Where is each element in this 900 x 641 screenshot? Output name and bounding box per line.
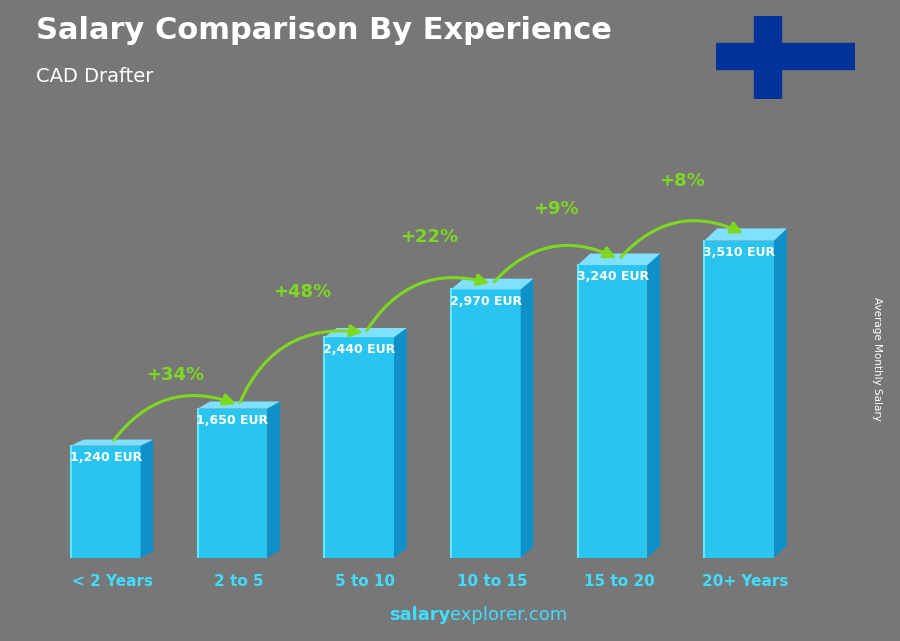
Polygon shape: [647, 254, 660, 558]
Text: +22%: +22%: [400, 228, 458, 246]
Text: +8%: +8%: [660, 172, 705, 190]
Text: 3,510 EUR: 3,510 EUR: [703, 246, 776, 259]
Text: salary: salary: [389, 606, 450, 624]
Text: +34%: +34%: [147, 365, 204, 383]
Polygon shape: [705, 240, 774, 558]
Polygon shape: [71, 445, 140, 558]
Text: Salary Comparison By Experience: Salary Comparison By Experience: [36, 16, 612, 45]
Polygon shape: [267, 401, 280, 558]
Bar: [754, 16, 781, 99]
Polygon shape: [324, 337, 394, 558]
Text: 5 to 10: 5 to 10: [336, 574, 395, 589]
Polygon shape: [71, 440, 153, 445]
Polygon shape: [198, 409, 267, 558]
Polygon shape: [705, 228, 787, 240]
Text: 3,240 EUR: 3,240 EUR: [577, 271, 649, 283]
Polygon shape: [394, 328, 407, 558]
Text: 10 to 15: 10 to 15: [457, 574, 527, 589]
Text: CAD Drafter: CAD Drafter: [36, 67, 153, 87]
Text: 20+ Years: 20+ Years: [702, 574, 788, 589]
Text: explorer.com: explorer.com: [450, 606, 567, 624]
Polygon shape: [324, 328, 407, 337]
Text: +48%: +48%: [273, 283, 331, 301]
Text: Average Monthly Salary: Average Monthly Salary: [872, 297, 883, 421]
Text: +9%: +9%: [533, 200, 579, 218]
Text: < 2 Years: < 2 Years: [71, 574, 152, 589]
Polygon shape: [451, 279, 534, 290]
Text: 15 to 20: 15 to 20: [583, 574, 654, 589]
Text: 2 to 5: 2 to 5: [214, 574, 264, 589]
Polygon shape: [198, 401, 280, 409]
Polygon shape: [578, 265, 647, 558]
Polygon shape: [451, 290, 521, 558]
Polygon shape: [521, 279, 534, 558]
Polygon shape: [578, 254, 660, 265]
Text: 1,240 EUR: 1,240 EUR: [69, 451, 142, 464]
Polygon shape: [140, 440, 153, 558]
Text: 2,970 EUR: 2,970 EUR: [450, 295, 522, 308]
Text: 2,440 EUR: 2,440 EUR: [323, 343, 395, 356]
Text: 1,650 EUR: 1,650 EUR: [196, 414, 268, 427]
Bar: [716, 42, 855, 69]
Polygon shape: [774, 228, 787, 558]
